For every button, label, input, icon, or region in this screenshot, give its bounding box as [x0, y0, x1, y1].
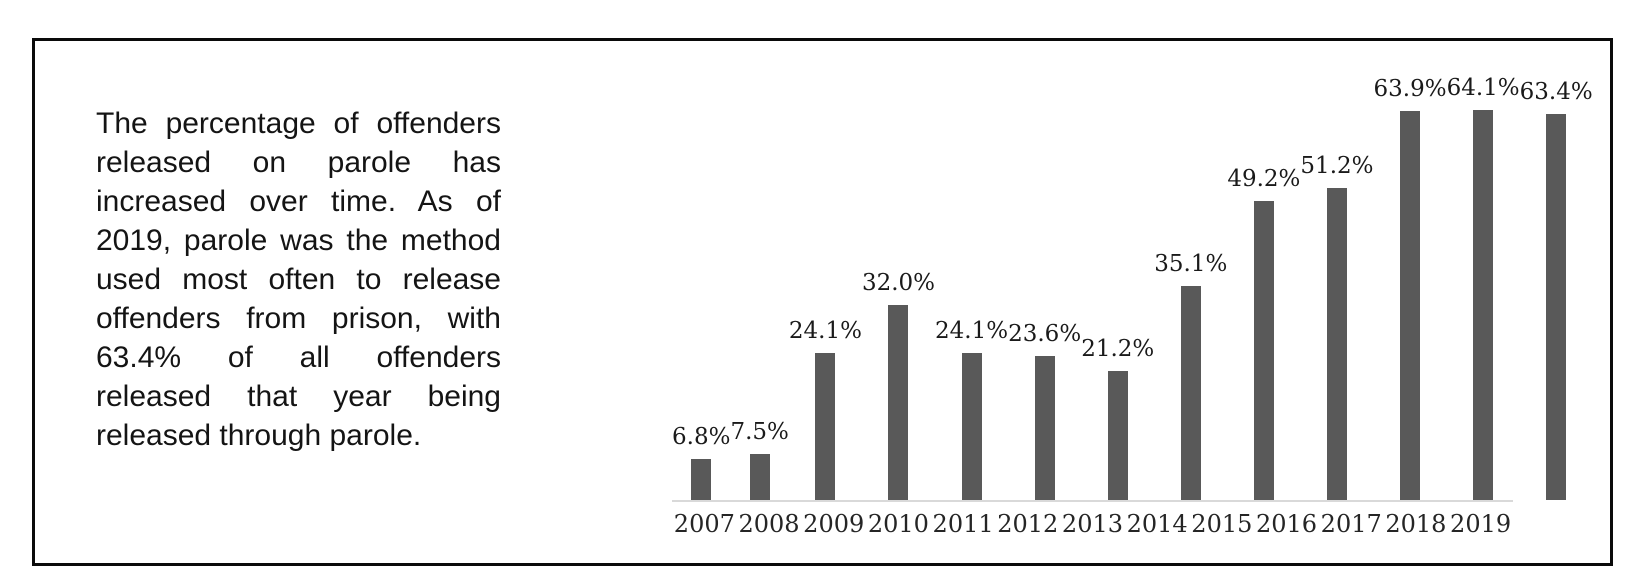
figure-frame: The percentage of offenders released on … — [32, 38, 1613, 566]
x-tick-label: 2012 — [997, 510, 1059, 538]
x-tick-label: 2010 — [867, 510, 929, 538]
bar-slot: 24.1% — [935, 74, 1008, 500]
bar-value-label: 49.2% — [1227, 166, 1301, 192]
bar — [888, 305, 909, 500]
bar-value-label: 21.2% — [1081, 336, 1155, 362]
bar-slot: 7.5% — [730, 74, 789, 500]
x-tick-label: 2008 — [738, 510, 800, 538]
bar-value-label: 63.9% — [1373, 76, 1447, 102]
bar-slot: 63.9% — [1374, 74, 1447, 500]
bar-slot: 24.1% — [789, 74, 862, 500]
x-tick-label: 2017 — [1320, 510, 1382, 538]
bar — [691, 459, 712, 500]
bar-slot: 6.8% — [672, 74, 730, 500]
bar-value-label: 24.1% — [935, 318, 1009, 344]
bar — [1473, 110, 1494, 500]
bar-value-label: 64.1% — [1446, 75, 1520, 101]
bar — [961, 353, 982, 500]
description-text: The percentage of offenders released on … — [96, 107, 501, 452]
bar-slot: 32.0% — [862, 74, 935, 500]
bar-value-label: 24.1% — [788, 318, 862, 344]
x-axis-tick-labels: 2007 2008 2009 2010 2011 2012 2013 2014 2015 2016… — [672, 509, 1513, 539]
bar-value-label: 7.5% — [730, 419, 789, 445]
bar — [749, 454, 770, 500]
bar-slot: 21.2% — [1081, 74, 1154, 500]
bar-value-label: 6.8% — [672, 424, 731, 450]
bar-value-label: 51.2% — [1300, 153, 1374, 179]
x-axis-line — [672, 500, 1513, 502]
x-tick-label: 2013 — [1061, 510, 1123, 538]
bar-value-label: 63.4% — [1519, 79, 1593, 105]
bar-slot: 49.2% — [1227, 74, 1300, 500]
bar-slot: 51.2% — [1300, 74, 1374, 500]
x-tick-label: 2016 — [1255, 510, 1318, 538]
bar — [1253, 201, 1274, 500]
bar-value-label: 32.0% — [861, 270, 936, 296]
x-tick-label: 2015 — [1191, 510, 1253, 538]
bar — [1034, 356, 1055, 500]
x-tick-label: 2019 — [1450, 510, 1512, 538]
x-tick-label: 2014 — [1126, 510, 1188, 538]
bar — [1107, 371, 1128, 500]
bar-slot: 63.4% — [1520, 74, 1593, 500]
bar-slot: 35.1% — [1154, 74, 1227, 500]
parole-bar-chart: 6.8% 7.5% 24.1% 32.0% 24.1% 23.6% 21.2% 35.1% 49… — [672, 41, 1593, 563]
bar-value-label: 35.1% — [1154, 251, 1228, 277]
bar — [1180, 286, 1201, 500]
bar-slot: 64.1% — [1447, 74, 1520, 500]
bar — [1546, 114, 1567, 500]
bar-value-label: 23.6% — [1008, 321, 1082, 347]
x-tick-label: 2009 — [803, 510, 865, 538]
x-tick-label: 2011 — [932, 510, 994, 538]
x-tick-label: 2018 — [1385, 510, 1447, 538]
bar-slot: 23.6% — [1008, 74, 1081, 500]
chart-plot-area: 6.8% 7.5% 24.1% 32.0% 24.1% 23.6% 21.2% 35.1% 49… — [672, 74, 1593, 500]
x-tick-label: 2007 — [673, 510, 735, 538]
bar — [1400, 111, 1421, 500]
bar — [1326, 188, 1347, 500]
bar — [815, 353, 836, 500]
